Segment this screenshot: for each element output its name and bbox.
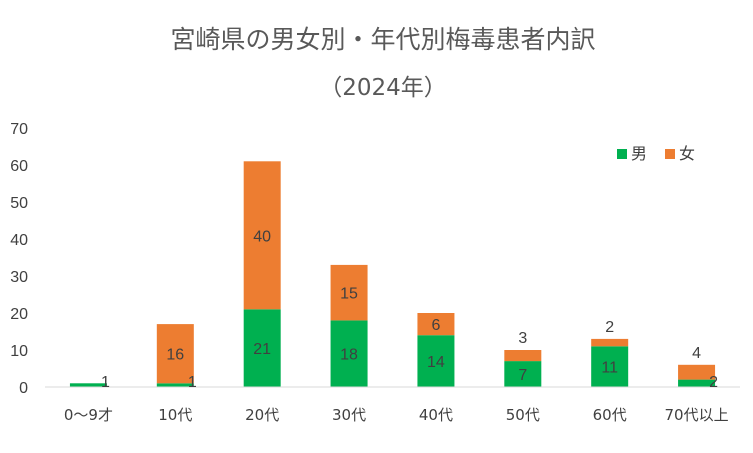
- data-label: 6: [431, 317, 440, 334]
- data-label: 11: [601, 360, 618, 377]
- data-label: 18: [340, 347, 358, 364]
- bar-segment-female: [156, 324, 194, 384]
- x-tick-label: 50代: [506, 406, 540, 424]
- y-tick-label: 0: [19, 380, 28, 397]
- data-label: 3: [518, 330, 527, 347]
- bar-segment-male: [504, 361, 542, 387]
- y-axis: 0 10 20 30 40 50 60 70: [10, 121, 28, 397]
- data-label: 40: [253, 228, 271, 245]
- x-axis: 0～9才 10代 20代 30代 40代 50代 60代 70代以上: [64, 406, 729, 424]
- bar-segment-male: [678, 379, 716, 387]
- bar-segment-female: [330, 264, 368, 321]
- bar-segment-female: [678, 364, 716, 380]
- bar-segment-male: [330, 320, 368, 387]
- y-tick-label: 10: [10, 343, 28, 360]
- y-tick-label: 40: [10, 232, 28, 249]
- chart-title: 宮崎県の男女別・年代別梅毒患者内訳: [170, 25, 595, 54]
- legend-label: 女: [679, 144, 695, 163]
- bar-segment-male: [243, 309, 281, 387]
- bar-segment-male: [156, 383, 194, 387]
- bar-segment-female: [417, 313, 455, 336]
- data-label: 14: [427, 354, 445, 371]
- bar-segment-male: [591, 346, 629, 387]
- x-tick-label: 60代: [593, 406, 627, 424]
- x-tick-label: 10代: [158, 406, 192, 424]
- data-label: 1: [188, 374, 197, 391]
- bar-segment-female: [591, 338, 629, 347]
- y-tick-label: 30: [10, 269, 28, 286]
- x-tick-label: 20代: [245, 406, 279, 424]
- legend-label: 男: [631, 144, 647, 163]
- data-label: 21: [253, 341, 271, 358]
- y-tick-label: 50: [10, 195, 28, 212]
- data-label: 2: [709, 374, 718, 391]
- bars: [69, 161, 716, 387]
- data-label: 16: [166, 347, 184, 364]
- x-tick-label: 30代: [332, 406, 366, 424]
- y-tick-label: 70: [10, 121, 28, 138]
- x-tick-label: 40代: [419, 406, 453, 424]
- data-label: 2: [605, 319, 614, 336]
- data-label: 7: [518, 367, 527, 384]
- bar-segment-female: [504, 350, 542, 362]
- legend: 男女: [617, 144, 695, 163]
- x-tick-label: 0～9才: [64, 406, 113, 424]
- chart-subtitle: （2024年）: [319, 75, 447, 101]
- bar-segment-male: [417, 335, 455, 387]
- data-label: 15: [340, 286, 358, 303]
- data-label: 4: [692, 345, 701, 362]
- bar-segment-female: [243, 161, 281, 310]
- x-tick-label: 70代以上: [665, 406, 729, 424]
- bar-segment-male: [69, 383, 107, 387]
- y-tick-label: 20: [10, 306, 28, 323]
- y-tick-label: 60: [10, 158, 28, 175]
- legend-swatch: [617, 149, 627, 159]
- data-label: 1: [101, 374, 110, 391]
- legend-swatch: [665, 149, 675, 159]
